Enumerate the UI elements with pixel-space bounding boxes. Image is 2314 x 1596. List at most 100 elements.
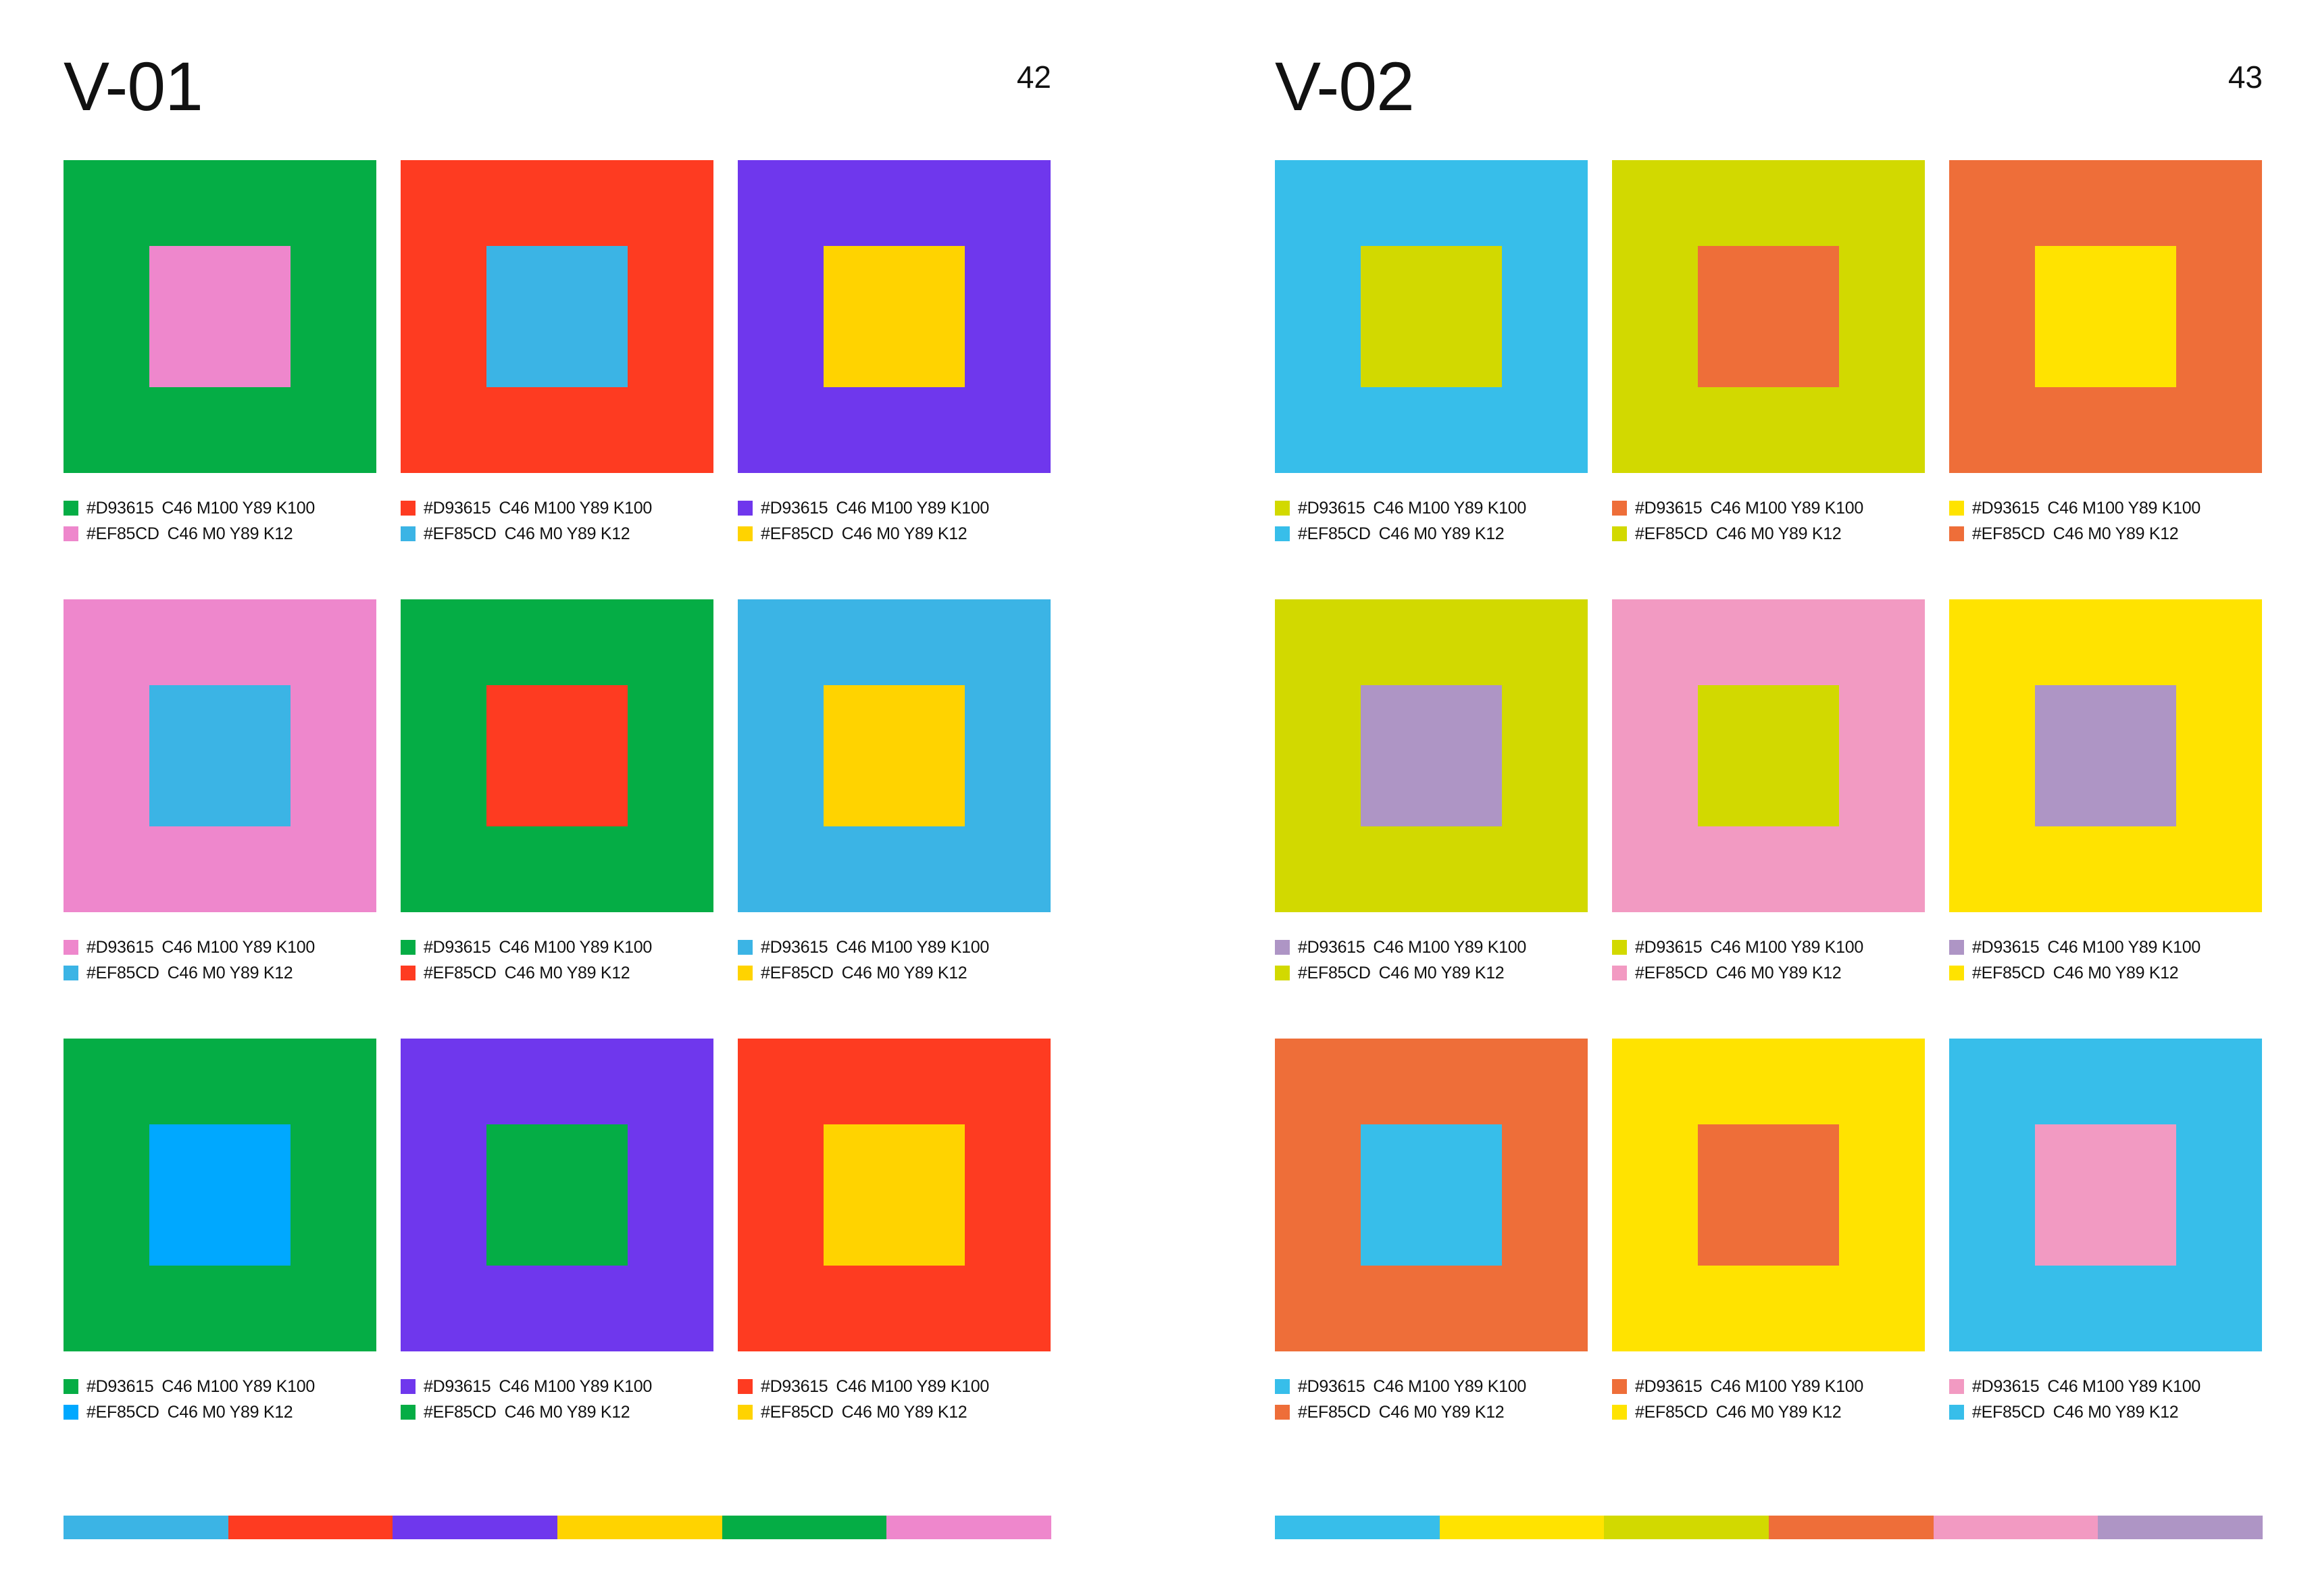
- cmyk-values: C46 M0 Y89 K12: [504, 1402, 630, 1422]
- palette-segment: [228, 1516, 393, 1539]
- swatch-card: #D93615 C46 M100 Y89 K100 #EF85CD C46 M0 Y…: [738, 1039, 1051, 1478]
- legend-line-outer: #D93615 C46 M100 Y89 K100: [401, 934, 713, 960]
- color-legend: #D93615 C46 M100 Y89 K100 #EF85CD C46 M0 Y…: [1949, 495, 2262, 547]
- cmyk-values: C46 M0 Y89 K12: [1378, 1402, 1505, 1422]
- hex-code: #D93615: [86, 498, 154, 518]
- color-dot: [1275, 526, 1290, 541]
- color-legend: #D93615 C46 M100 Y89 K100 #EF85CD C46 M0 Y…: [738, 934, 1051, 986]
- cmyk-values: C46 M0 Y89 K12: [504, 963, 630, 982]
- legend-line-inner: #EF85CD C46 M0 Y89 K12: [64, 1399, 376, 1425]
- legend-line-inner: #EF85CD C46 M0 Y89 K12: [64, 521, 376, 547]
- legend-line-outer: #D93615 C46 M100 Y89 K100: [64, 495, 376, 521]
- color-dot: [64, 940, 78, 955]
- inner-square: [149, 685, 291, 826]
- outer-square: [1275, 599, 1588, 912]
- cmyk-values: C46 M0 Y89 K12: [504, 524, 630, 543]
- cmyk-values: C46 M100 Y89 K100: [1373, 937, 1526, 957]
- legend-line-inner: #EF85CD C46 M0 Y89 K12: [401, 960, 713, 986]
- swatch-card: #D93615 C46 M100 Y89 K100 #EF85CD C46 M0 Y…: [738, 599, 1051, 1039]
- palette-bar: [1275, 1516, 2263, 1539]
- hex-code: #EF85CD: [86, 1402, 159, 1422]
- hex-code: #EF85CD: [1972, 524, 2045, 543]
- color-dot: [1275, 1379, 1290, 1394]
- legend-line-inner: #EF85CD C46 M0 Y89 K12: [64, 960, 376, 986]
- cmyk-values: C46 M100 Y89 K100: [161, 498, 315, 518]
- color-legend: #D93615 C46 M100 Y89 K100 #EF85CD C46 M0 Y…: [738, 1374, 1051, 1425]
- outer-square: [738, 160, 1051, 473]
- hex-code: #EF85CD: [761, 524, 834, 543]
- color-dot: [1275, 966, 1290, 980]
- palette-segment: [1275, 1516, 1440, 1539]
- color-dot: [1612, 501, 1627, 516]
- outer-square: [1612, 160, 1925, 473]
- palette-segment: [886, 1516, 1052, 1539]
- color-dot: [1612, 526, 1627, 541]
- cmyk-values: C46 M100 Y89 K100: [836, 498, 989, 518]
- legend-line-inner: #EF85CD C46 M0 Y89 K12: [1949, 521, 2262, 547]
- inner-square: [1698, 246, 1839, 387]
- outer-square: [64, 160, 376, 473]
- palette-segment: [557, 1516, 722, 1539]
- legend-line-inner: #EF85CD C46 M0 Y89 K12: [1275, 960, 1588, 986]
- color-dot: [1949, 1379, 1964, 1394]
- hex-code: #EF85CD: [761, 1402, 834, 1422]
- cmyk-values: C46 M100 Y89 K100: [2047, 498, 2200, 518]
- palette-segment: [1604, 1516, 1769, 1539]
- legend-line-outer: #D93615 C46 M100 Y89 K100: [64, 1374, 376, 1399]
- hex-code: #D93615: [1298, 937, 1365, 957]
- cmyk-values: C46 M0 Y89 K12: [2053, 1402, 2179, 1422]
- hex-code: #D93615: [86, 1376, 154, 1396]
- outer-square: [1949, 1039, 2262, 1351]
- swatch-card: #D93615 C46 M100 Y89 K100 #EF85CD C46 M0 Y…: [1612, 160, 1925, 599]
- legend-line-outer: #D93615 C46 M100 Y89 K100: [1275, 495, 1588, 521]
- palette-bar: [64, 1516, 1052, 1539]
- swatch-card: #D93615 C46 M100 Y89 K100 #EF85CD C46 M0 Y…: [401, 1039, 713, 1478]
- legend-line-outer: #D93615 C46 M100 Y89 K100: [401, 495, 713, 521]
- color-dot: [64, 966, 78, 980]
- legend-line-inner: #EF85CD C46 M0 Y89 K12: [1275, 521, 1588, 547]
- color-dot: [64, 1405, 78, 1420]
- legend-line-outer: #D93615 C46 M100 Y89 K100: [1275, 1374, 1588, 1399]
- hex-code: #D93615: [1635, 1376, 1703, 1396]
- legend-line-outer: #D93615 C46 M100 Y89 K100: [1275, 934, 1588, 960]
- color-dot: [401, 501, 416, 516]
- color-legend: #D93615 C46 M100 Y89 K100 #EF85CD C46 M0 Y…: [1949, 934, 2262, 986]
- inner-square: [149, 246, 291, 387]
- inner-square: [2035, 685, 2176, 826]
- swatch-card: #D93615 C46 M100 Y89 K100 #EF85CD C46 M0 Y…: [1949, 160, 2262, 599]
- inner-square: [1698, 1124, 1839, 1266]
- hex-code: #EF85CD: [1298, 524, 1371, 543]
- color-legend: #D93615 C46 M100 Y89 K100 #EF85CD C46 M0 Y…: [1275, 1374, 1588, 1425]
- color-dot: [1949, 526, 1964, 541]
- inner-square: [824, 1124, 965, 1266]
- swatch-card: #D93615 C46 M100 Y89 K100 #EF85CD C46 M0 Y…: [64, 599, 376, 1039]
- cmyk-values: C46 M100 Y89 K100: [1710, 498, 1863, 518]
- cmyk-values: C46 M100 Y89 K100: [499, 1376, 652, 1396]
- legend-line-inner: #EF85CD C46 M0 Y89 K12: [1612, 960, 1925, 986]
- outer-square: [64, 1039, 376, 1351]
- page-title: V-01: [64, 48, 203, 125]
- color-dot: [1949, 940, 1964, 955]
- swatch-card: #D93615 C46 M100 Y89 K100 #EF85CD C46 M0 Y…: [64, 1039, 376, 1478]
- hex-code: #EF85CD: [1972, 1402, 2045, 1422]
- outer-square: [1612, 1039, 1925, 1351]
- color-dot: [1275, 1405, 1290, 1420]
- outer-square: [401, 1039, 713, 1351]
- color-legend: #D93615 C46 M100 Y89 K100 #EF85CD C46 M0 Y…: [1612, 495, 1925, 547]
- hex-code: #EF85CD: [1298, 1402, 1371, 1422]
- color-dot: [738, 1405, 753, 1420]
- color-legend: #D93615 C46 M100 Y89 K100 #EF85CD C46 M0 Y…: [1275, 495, 1588, 547]
- hex-code: #D93615: [424, 937, 491, 957]
- legend-line-inner: #EF85CD C46 M0 Y89 K12: [1949, 1399, 2262, 1425]
- legend-line-inner: #EF85CD C46 M0 Y89 K12: [1612, 521, 1925, 547]
- hex-code: #D93615: [761, 498, 828, 518]
- palette-segment: [393, 1516, 558, 1539]
- legend-line-outer: #D93615 C46 M100 Y89 K100: [1612, 495, 1925, 521]
- swatch-card: #D93615 C46 M100 Y89 K100 #EF85CD C46 M0 Y…: [1612, 599, 1925, 1039]
- hex-code: #D93615: [424, 1376, 491, 1396]
- color-legend: #D93615 C46 M100 Y89 K100 #EF85CD C46 M0 Y…: [401, 1374, 713, 1425]
- color-dot: [64, 1379, 78, 1394]
- legend-line-inner: #EF85CD C46 M0 Y89 K12: [1612, 1399, 1925, 1425]
- cmyk-values: C46 M0 Y89 K12: [2053, 524, 2179, 543]
